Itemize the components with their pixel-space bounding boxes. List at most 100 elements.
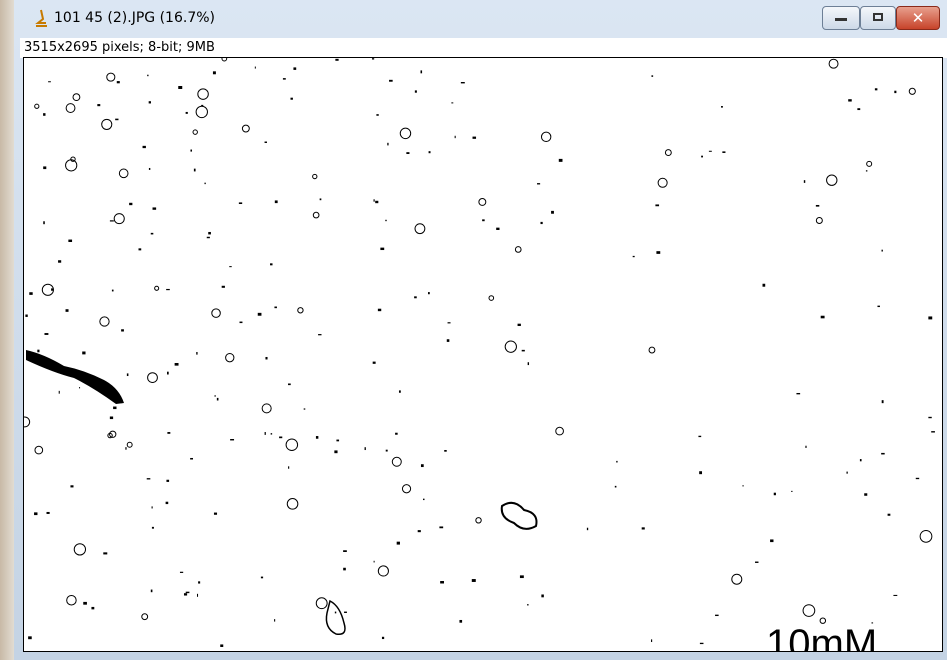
speck	[372, 58, 374, 59]
speck	[239, 202, 242, 204]
speck	[255, 67, 256, 69]
speck	[201, 105, 203, 107]
speck	[207, 237, 210, 238]
speck	[378, 566, 388, 576]
speck	[35, 104, 39, 108]
speck	[152, 506, 153, 508]
speck	[448, 322, 451, 323]
speck	[43, 113, 45, 116]
speck	[262, 404, 271, 413]
speck	[440, 581, 444, 583]
speck	[444, 450, 446, 452]
speck	[866, 170, 867, 171]
speck	[881, 453, 885, 455]
speck	[149, 101, 151, 103]
speck	[803, 605, 815, 617]
speck	[864, 493, 867, 496]
speck	[472, 579, 476, 582]
speck	[721, 106, 723, 108]
close-button[interactable]: ✕	[896, 6, 940, 30]
speck	[931, 431, 935, 432]
speck	[178, 86, 182, 89]
speck	[110, 220, 114, 221]
speck	[479, 199, 486, 206]
speck	[155, 286, 159, 290]
speck	[194, 169, 196, 172]
speck	[655, 204, 659, 206]
speck	[698, 436, 701, 437]
speck	[888, 514, 891, 516]
speck	[700, 643, 704, 644]
speck	[28, 636, 32, 639]
speck	[559, 159, 563, 162]
speck	[290, 98, 292, 100]
speck	[423, 499, 425, 500]
speck	[204, 183, 205, 184]
speck	[336, 440, 339, 442]
speck	[261, 577, 263, 579]
speck	[275, 200, 278, 203]
speck	[816, 218, 822, 224]
speck	[58, 260, 61, 262]
speck	[271, 433, 272, 434]
speck	[274, 619, 275, 621]
speck	[29, 292, 32, 295]
speck	[482, 219, 485, 221]
speck	[265, 432, 266, 435]
speck	[288, 383, 291, 385]
speck	[197, 594, 198, 597]
speck	[916, 478, 919, 479]
speck	[928, 316, 932, 319]
speck	[461, 82, 465, 83]
speck	[421, 70, 423, 73]
window-title: 101 45 (2).JPG (16.7%)	[54, 10, 215, 26]
speck	[386, 450, 388, 452]
minimize-button[interactable]	[822, 6, 860, 30]
speck	[335, 59, 338, 61]
speck	[184, 593, 187, 595]
speck	[43, 221, 45, 224]
speck	[389, 80, 393, 82]
speck	[373, 362, 376, 364]
speck	[541, 594, 543, 597]
speck	[320, 198, 322, 200]
speck	[166, 289, 170, 290]
speck	[26, 350, 124, 404]
speck	[334, 450, 337, 453]
maximize-button[interactable]	[860, 6, 896, 30]
speck	[518, 324, 521, 326]
speck	[175, 363, 179, 366]
speck	[860, 459, 862, 461]
speck	[91, 607, 94, 609]
page: 101 45 (2).JPG (16.7%) ✕ 3515x2695 pixel…	[0, 0, 947, 660]
binary-image	[24, 58, 943, 652]
speck	[418, 530, 421, 532]
speck	[928, 417, 931, 418]
speck	[214, 513, 217, 515]
speck	[83, 602, 87, 605]
speck	[496, 228, 499, 230]
speck	[867, 161, 872, 166]
speck	[59, 391, 60, 394]
speck	[882, 400, 884, 403]
overlay-label: 10mM	[766, 622, 877, 652]
speck	[24, 417, 30, 427]
speck	[414, 296, 417, 298]
speck	[180, 572, 183, 573]
speck	[400, 128, 410, 138]
speck	[240, 322, 243, 324]
speck	[127, 373, 129, 376]
speck	[447, 339, 450, 342]
speck	[380, 248, 384, 250]
speck	[392, 457, 401, 466]
speck	[385, 220, 386, 221]
speck	[343, 568, 346, 571]
speck	[74, 544, 85, 555]
speck	[213, 71, 216, 74]
speck	[796, 393, 800, 394]
speck	[848, 99, 852, 101]
speck	[376, 114, 378, 116]
speck	[103, 552, 107, 554]
desktop-edge	[0, 0, 14, 660]
speck	[196, 106, 207, 117]
